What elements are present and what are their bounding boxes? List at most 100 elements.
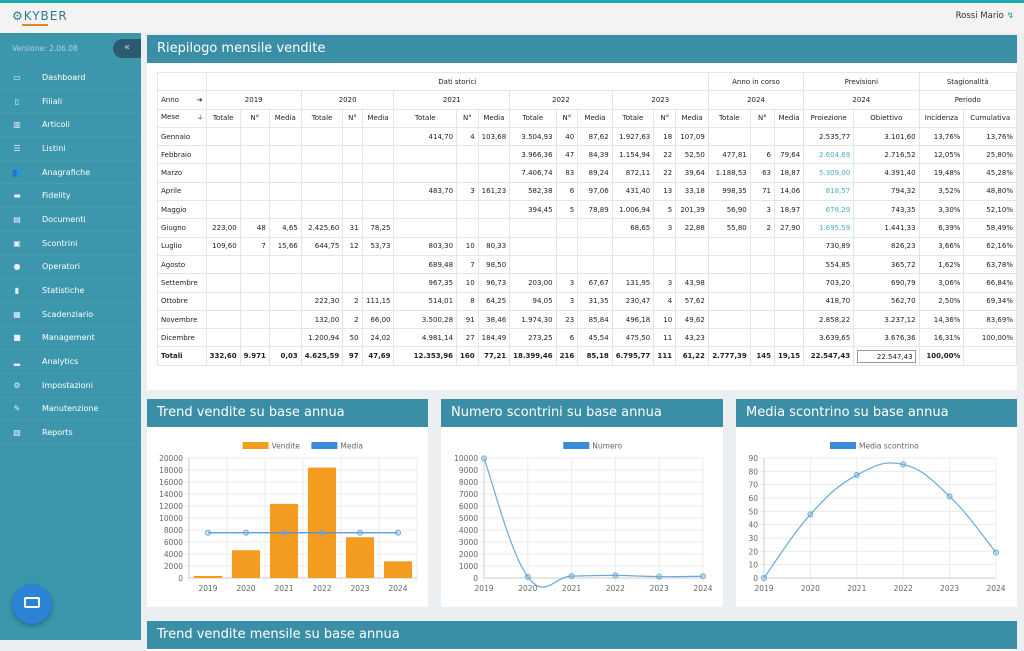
x-tick-label: 2020 — [801, 584, 820, 593]
anno-label: Anno ➔ — [157, 90, 207, 110]
value-cell — [239, 291, 270, 311]
value-cell — [205, 291, 241, 311]
objective-total-input[interactable]: 22.547,43 — [857, 349, 916, 363]
value-cell: 52,50 — [675, 145, 709, 165]
y-tick-label: 7000 — [459, 490, 478, 499]
value-cell: 826,23 — [853, 236, 920, 256]
sidebar-item-impostazioni[interactable]: ⚙ Impostazioni — [0, 374, 141, 398]
value-cell — [300, 181, 344, 202]
value-cell: 100,00% — [963, 328, 1017, 348]
value-cell: 52,10% — [963, 200, 1017, 220]
sidebar-item-management[interactable]: ■ Management — [0, 327, 141, 351]
value-cell: 71 — [749, 181, 776, 202]
value-cell — [577, 254, 613, 275]
legend-swatch — [242, 442, 269, 449]
y-tick-label: 90 — [748, 454, 758, 463]
total-cell: 216 — [555, 346, 579, 366]
value-cell: 22,88 — [675, 218, 709, 238]
y-tick-label: 8000 — [164, 526, 183, 535]
value-cell — [205, 328, 241, 348]
value-cell — [477, 163, 511, 183]
value-cell: 25,80% — [963, 145, 1017, 165]
x-tick-label: 2019 — [198, 584, 217, 593]
sidebar-item-dashboard[interactable]: ▭ Dashboard — [0, 66, 141, 90]
total-cell: 12.353,96 — [393, 346, 458, 366]
value-cell: 78,25 — [361, 218, 395, 238]
sidebar-item-documenti[interactable]: ▤ Documenti — [0, 208, 141, 232]
collapse-sidebar-button[interactable]: « — [113, 39, 141, 58]
value-cell: 10 — [653, 309, 677, 330]
sidebar-item-reports[interactable]: ▧ Reports — [0, 421, 141, 445]
value-cell — [205, 273, 241, 293]
year-header: 2024 — [707, 90, 805, 110]
x-tick-label: 2022 — [894, 584, 913, 593]
value-cell: 5 — [653, 200, 677, 220]
value-cell — [239, 126, 270, 147]
value-cell: 1.695,59 — [803, 218, 855, 238]
sidebar-item-fidelity[interactable]: ▬ Fidelity — [0, 184, 141, 209]
table-row: Dicembre 1.200,94 50 24,02 4.981,14 27 184,49 2… — [157, 328, 1017, 348]
user-menu[interactable]: Rossi Mario ↯ — [956, 11, 1014, 21]
value-cell — [361, 126, 395, 147]
chat-button[interactable] — [12, 584, 52, 624]
sidebar-item-filiali[interactable]: ▯ Filiali — [0, 90, 141, 114]
value-cell: 97,06 — [577, 181, 613, 202]
value-cell: 223,00 — [205, 218, 241, 238]
value-cell — [773, 328, 805, 348]
legend-swatch — [830, 442, 856, 449]
legend-label: Vendite — [272, 442, 301, 451]
column-header: Media — [773, 108, 805, 128]
value-cell — [300, 126, 344, 147]
value-cell: 58,49% — [963, 218, 1017, 238]
value-cell — [268, 273, 302, 293]
sidebar-item-articoli[interactable]: ▥ Articoli — [0, 113, 141, 138]
x-tick-label: 2024 — [693, 584, 712, 593]
legend-swatch — [311, 442, 338, 449]
value-cell: 1.974,30 — [509, 309, 557, 330]
value-cell: 365,72 — [853, 254, 920, 275]
month-cell: Marzo — [157, 163, 207, 183]
table-row: Agosto 689,48 7 98,50 554,85 365,72 1,62% 63,78… — [157, 254, 1017, 275]
value-cell — [773, 236, 805, 256]
value-cell: 3.504,93 — [509, 126, 557, 147]
table-row: Settembre 967,35 10 96,73 203,00 3 67,67 131,95… — [157, 273, 1017, 293]
sidebar-item-scadenziario[interactable]: ▦ Scadenziario — [0, 303, 141, 327]
sidebar-item-operatori[interactable]: ● Operatori — [0, 256, 141, 280]
sidebar-item-statistiche[interactable]: ▮ Statistiche — [0, 279, 141, 303]
y-tick-label: 2000 — [459, 550, 478, 559]
value-cell: 55,80 — [707, 218, 751, 238]
value-cell — [361, 273, 395, 293]
value-cell: 203,00 — [509, 273, 557, 293]
value-cell: 47 — [555, 145, 579, 165]
x-tick-label: 2023 — [350, 584, 369, 593]
column-header: Incidenza — [918, 108, 965, 128]
value-cell — [653, 254, 677, 275]
value-cell: 31,35 — [577, 291, 613, 311]
value-cell: 3 — [653, 218, 677, 238]
sidebar-item-manutenzione[interactable]: ✎ Manutenzione — [0, 398, 141, 422]
column-header: N° — [749, 108, 776, 128]
x-tick-label: 2023 — [650, 584, 669, 593]
value-cell: 14,36% — [918, 309, 965, 330]
legend-label: Numero — [592, 442, 622, 451]
sidebar-item-analytics[interactable]: ▂ Analytics — [0, 350, 141, 374]
sidebar-item-scontrini[interactable]: ▣ Scontrini — [0, 232, 141, 256]
kyber-logo[interactable]: ⚙KYBER — [12, 9, 68, 26]
sidebar-item-label: Anagrafiche — [42, 167, 91, 177]
sidebar-item-label: Filiali — [42, 96, 63, 106]
value-cell: 496,18 — [611, 309, 655, 330]
value-cell — [707, 236, 751, 256]
value-cell: 45,28% — [963, 163, 1017, 183]
total-cell: 77,21 — [477, 346, 511, 366]
column-header: Totale — [205, 108, 241, 128]
value-cell: 91 — [456, 309, 479, 330]
sidebar-item-anagrafiche[interactable]: 👥 Anagrafiche — [0, 161, 141, 185]
sidebar-item-listini[interactable]: ☰ Listini — [0, 137, 141, 161]
y-tick-label: 9000 — [459, 466, 478, 475]
value-cell: 794,32 — [853, 181, 920, 202]
value-cell: 3 — [456, 181, 479, 202]
value-cell: 743,35 — [853, 200, 920, 220]
value-cell — [239, 163, 270, 183]
media-chart-panel: Media scontrino su base annua 0 10 20 30 40 5… — [736, 399, 1017, 607]
value-cell: 10 — [456, 273, 479, 293]
